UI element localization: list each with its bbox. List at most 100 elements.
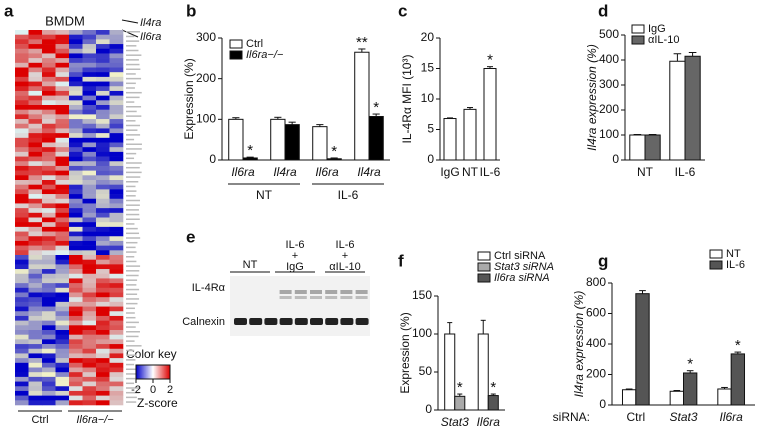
heat-cell (69, 217, 83, 223)
heat-cell (15, 34, 29, 40)
panel-letter: e (186, 227, 195, 246)
bar (463, 108, 477, 161)
heat-cell (109, 330, 124, 335)
heat-cell (82, 269, 97, 275)
heat-cell (96, 311, 110, 317)
heat-cell (42, 90, 56, 96)
heat-cell (15, 301, 29, 307)
panel-letter: a (4, 1, 14, 20)
gene-name (126, 77, 142, 80)
heat-cell (69, 269, 83, 275)
heat-cell (96, 287, 110, 293)
heat-cell (42, 53, 56, 59)
gene-name (126, 68, 141, 70)
heat-cell (55, 180, 70, 185)
heat-cell (96, 226, 110, 232)
significance: ** (356, 34, 368, 51)
gene-name (126, 307, 135, 310)
heat-cell (55, 400, 70, 406)
gene-name (126, 256, 135, 258)
heat-cell (69, 165, 83, 171)
heat-cell (109, 372, 124, 378)
heat-cell (69, 283, 83, 289)
gene-name (126, 340, 135, 342)
heat-cell (55, 226, 70, 232)
heat-cell (96, 236, 110, 242)
heat-cell (55, 344, 70, 350)
heat-cell (55, 358, 70, 364)
heat-cell (69, 315, 83, 321)
heat-cell (96, 395, 110, 401)
heat-cell (15, 259, 29, 265)
legend-label: IgG (648, 23, 666, 35)
heat-cell (96, 259, 110, 265)
gene-name (126, 274, 139, 277)
heat-cell (69, 76, 83, 82)
gene-name (126, 354, 137, 356)
bar (228, 118, 244, 161)
heat-cell (55, 147, 70, 153)
significance: * (687, 356, 693, 373)
heat-cell (96, 184, 110, 190)
heat-cell (15, 189, 29, 195)
heat-cell (82, 198, 97, 204)
heat-cell (109, 198, 124, 204)
heat-cell (28, 81, 43, 87)
heat-cell (69, 264, 83, 270)
heat-cell (96, 67, 110, 73)
heat-cell (55, 105, 70, 110)
y-axis-label: Expression (%) (182, 58, 196, 139)
heat-cell (109, 259, 124, 265)
heat-cell (28, 189, 43, 195)
heat-cell (82, 245, 97, 251)
heat-cell (28, 315, 43, 321)
gene-name (126, 331, 140, 333)
heat-cell (96, 175, 110, 181)
heat-cell (82, 259, 97, 265)
heat-cell (69, 156, 83, 162)
heat-cell (109, 194, 124, 200)
heat-cell (109, 170, 124, 176)
heat-cell (69, 320, 83, 326)
heat-cell (96, 250, 110, 256)
heat-cell (82, 381, 97, 387)
heat-cell (109, 53, 124, 59)
heat-cell (42, 39, 56, 45)
heat-cell (109, 292, 124, 298)
y-tick-label: 100 (599, 127, 619, 141)
heat-cell (82, 114, 97, 120)
band (355, 296, 368, 299)
heat-cell (109, 339, 124, 345)
heat-cell (96, 353, 110, 359)
legend-swatch (477, 262, 491, 272)
heat-cell (28, 72, 43, 78)
heat-cell (69, 147, 83, 153)
heat-cell (55, 72, 70, 78)
heat-cell (28, 123, 43, 129)
heat-cell (109, 90, 124, 96)
heat-cell (15, 372, 29, 378)
band (310, 290, 322, 294)
heat-cell (28, 250, 43, 256)
heat-cell (109, 358, 124, 364)
heat-cell (96, 30, 110, 35)
heat-cell (55, 30, 70, 35)
heat-cell (96, 339, 110, 345)
heat-cell (15, 226, 29, 232)
heat-cell (28, 240, 43, 246)
heat-cell (69, 208, 83, 214)
heat-cell (28, 259, 43, 265)
heat-cell (15, 339, 29, 345)
gene-name (126, 316, 136, 319)
heat-cell (28, 105, 43, 110)
heat-cell (42, 236, 56, 242)
heat-cell (55, 184, 70, 190)
panel-letter: f (398, 251, 404, 270)
gene-name (126, 171, 142, 174)
x-tick-label: IgG (440, 165, 459, 179)
heat-cell (55, 311, 70, 317)
heat-cell (28, 147, 43, 153)
gene-label: Il4ra (140, 17, 161, 29)
heat-cell (96, 264, 110, 270)
heat-cell (42, 283, 56, 289)
